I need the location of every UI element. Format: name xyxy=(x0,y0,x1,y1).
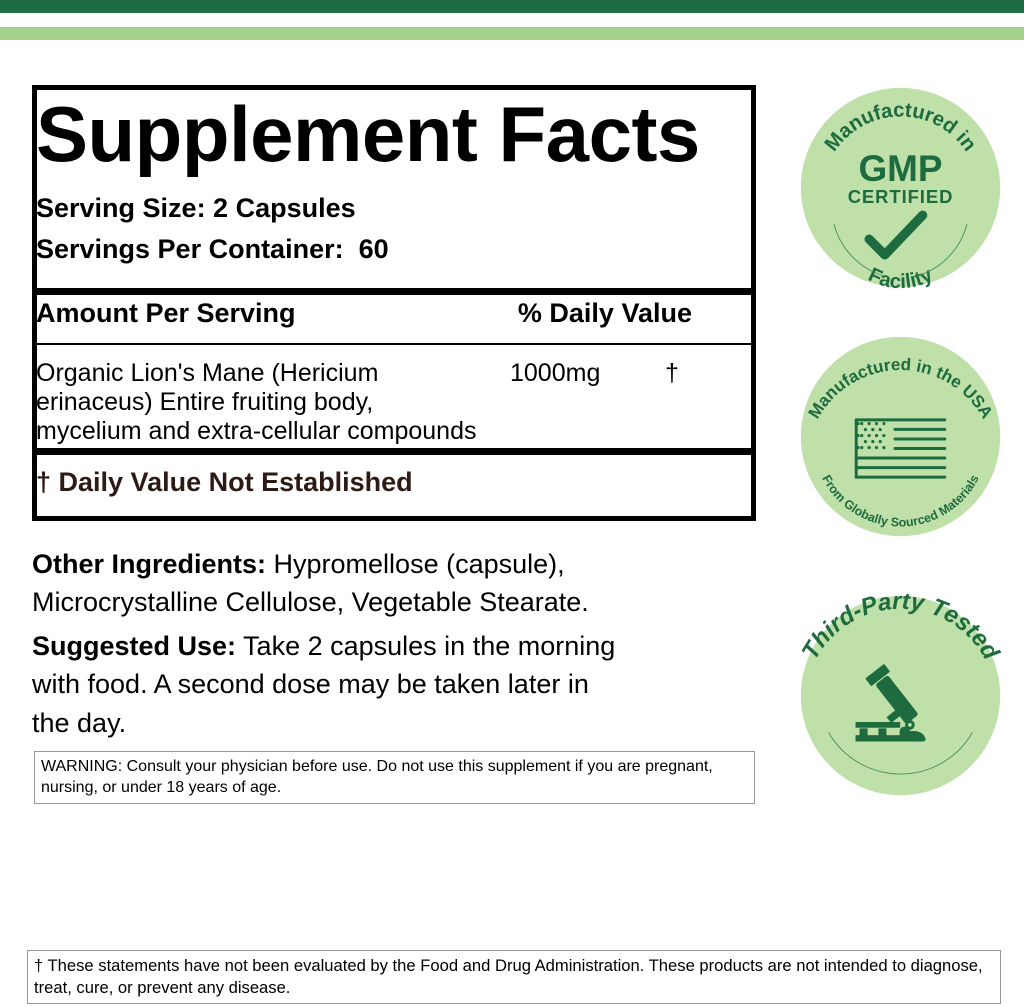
svg-text:GMP: GMP xyxy=(858,148,942,189)
svg-text:CERTIFIED: CERTIFIED xyxy=(848,186,954,207)
